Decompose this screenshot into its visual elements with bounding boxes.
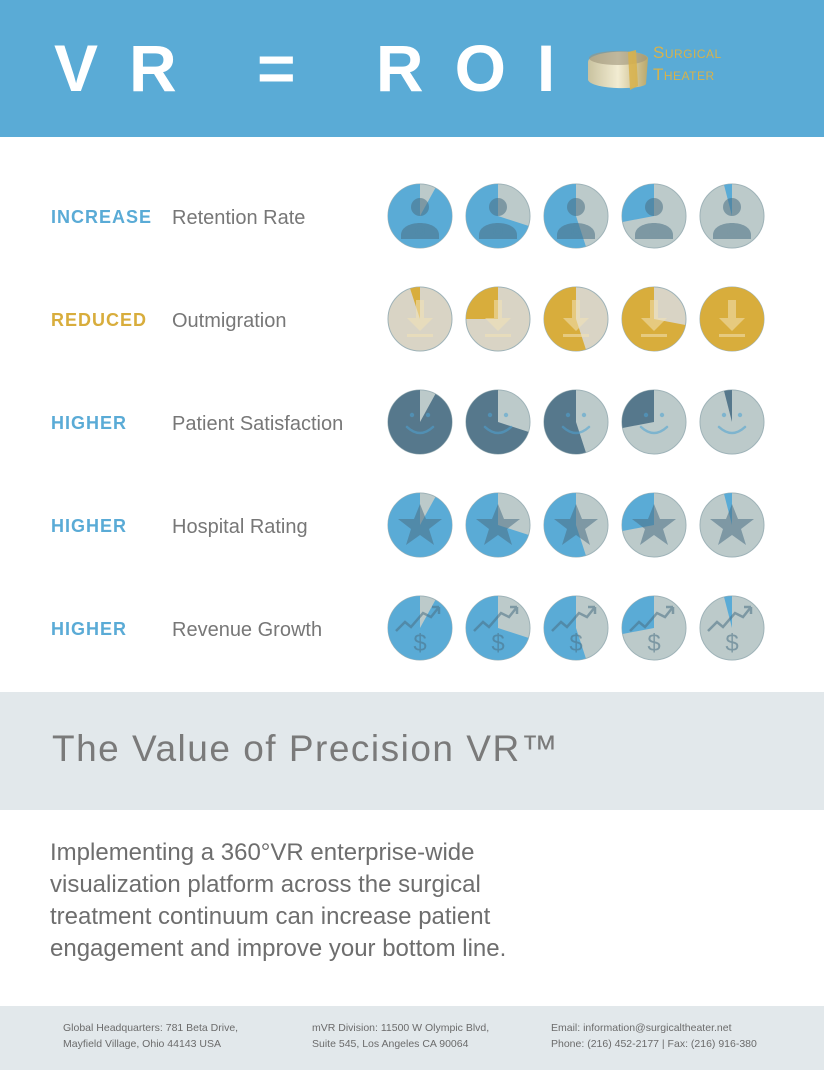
progress-pie [465, 389, 531, 455]
progress-pie: $ [465, 595, 531, 661]
svg-text:$: $ [413, 630, 426, 657]
person-icon [713, 198, 751, 239]
metric-label: Hospital Rating [172, 516, 308, 538]
metric-keyword: HIGHER [51, 413, 128, 433]
footer-email: Email: information@surgicaltheater.net [551, 1022, 732, 1034]
progress-pie: $ [699, 595, 765, 661]
dollar-growth-icon: $ [707, 605, 753, 657]
footer-phone: Phone: (216) 452-2177 | Fax: (216) 916-3… [551, 1038, 757, 1050]
metric-keyword: HIGHER [51, 516, 128, 536]
progress-pie [387, 286, 453, 352]
progress-pie [387, 389, 453, 455]
footer-hq: Global Headquarters: 781 Beta Drive, May… [63, 1020, 238, 1052]
progress-pie [621, 389, 687, 455]
progress-pie [621, 492, 687, 558]
metric-row: HIGHER Revenue Growth $ $ $ $ $ [0, 595, 824, 675]
progress-pie [699, 492, 765, 558]
metric-row: HIGHER Hospital Rating [0, 492, 824, 572]
smiley-icon [639, 412, 669, 435]
page-title: VR = ROI [54, 31, 587, 105]
down-arrow-icon [485, 300, 511, 337]
body-paragraph: Implementing a 360°VR enterprise-wide vi… [50, 837, 570, 965]
metric-row: INCREASE Retention Rate [0, 183, 824, 263]
metric-keyword: REDUCED [51, 310, 148, 330]
dollar-growth-icon: $ [473, 605, 519, 657]
smiley-icon [483, 412, 513, 435]
body-line: Implementing a 360°VR enterprise-wide [50, 839, 475, 866]
body-line: visualization platform across the surgic… [50, 871, 481, 898]
progress-pie [387, 183, 453, 249]
star-icon [710, 504, 754, 545]
band-title: The Value of Precision VR™ [52, 728, 560, 769]
person-icon [401, 198, 439, 239]
progress-pie [621, 286, 687, 352]
person-icon [635, 198, 673, 239]
footer-mvr: mVR Division: 11500 W Olympic Blvd, Suit… [312, 1020, 489, 1052]
footer-mvr-line2: Suite 545, Los Angeles CA 90064 [312, 1038, 469, 1050]
dollar-growth-icon: $ [629, 605, 675, 657]
footer-mvr-line1: mVR Division: 11500 W Olympic Blvd, [312, 1022, 490, 1034]
progress-pie [465, 492, 531, 558]
metric-label: Revenue Growth [172, 619, 323, 641]
down-arrow-icon [641, 300, 667, 337]
progress-pie: $ [621, 595, 687, 661]
value-band: The Value of Precision VR™ [0, 692, 824, 810]
logo-text-line2: Theater [653, 65, 715, 84]
progress-pie [621, 183, 687, 249]
star-icon [554, 504, 598, 545]
progress-pie [543, 389, 609, 455]
header-banner: VR = ROI Surgical Theater [0, 0, 824, 137]
svg-text:$: $ [725, 630, 738, 657]
footer-hq-line1: Global Headquarters: 781 Beta Drive, [63, 1022, 239, 1034]
progress-pie [543, 183, 609, 249]
star-icon [476, 504, 520, 545]
progress-pie [465, 183, 531, 249]
progress-pie [543, 286, 609, 352]
logo-text-line1: Surgical [653, 43, 722, 62]
metric-keyword: HIGHER [51, 619, 128, 639]
metric-row: REDUCED Outmigration [0, 286, 824, 366]
dollar-growth-icon: $ [551, 605, 597, 657]
body-line: engagement and improve your bottom line. [50, 935, 507, 962]
footer-hq-line2: Mayfield Village, Ohio 44143 USA [63, 1038, 221, 1050]
footer-contact: Email: information@surgicaltheater.net P… [551, 1020, 757, 1052]
smiley-icon [717, 412, 747, 435]
smiley-icon [405, 412, 435, 435]
progress-pie [699, 286, 765, 352]
down-arrow-icon [719, 300, 745, 337]
progress-pie [699, 389, 765, 455]
body-line: treatment continuum can increase patient [50, 903, 491, 930]
svg-text:$: $ [569, 630, 582, 657]
down-arrow-icon [407, 300, 433, 337]
person-icon [479, 198, 517, 239]
dollar-growth-icon: $ [395, 605, 441, 657]
metric-label: Patient Satisfaction [172, 413, 344, 435]
metric-row: HIGHER Patient Satisfaction [0, 389, 824, 469]
progress-pie: $ [387, 595, 453, 661]
progress-pie [465, 286, 531, 352]
surgical-theater-logo-icon [588, 50, 648, 90]
progress-pie [543, 492, 609, 558]
metric-label: Retention Rate [172, 207, 306, 229]
star-icon [632, 504, 676, 545]
footer: Global Headquarters: 781 Beta Drive, May… [0, 1006, 824, 1070]
down-arrow-icon [563, 300, 589, 337]
svg-text:$: $ [647, 630, 660, 657]
metric-label: Outmigration [172, 310, 287, 332]
progress-pie: $ [543, 595, 609, 661]
progress-pie [387, 492, 453, 558]
smiley-icon [561, 412, 591, 435]
person-icon [557, 198, 595, 239]
star-icon [398, 504, 442, 545]
metric-keyword: INCREASE [51, 207, 153, 227]
progress-pie [699, 183, 765, 249]
svg-text:$: $ [491, 630, 504, 657]
